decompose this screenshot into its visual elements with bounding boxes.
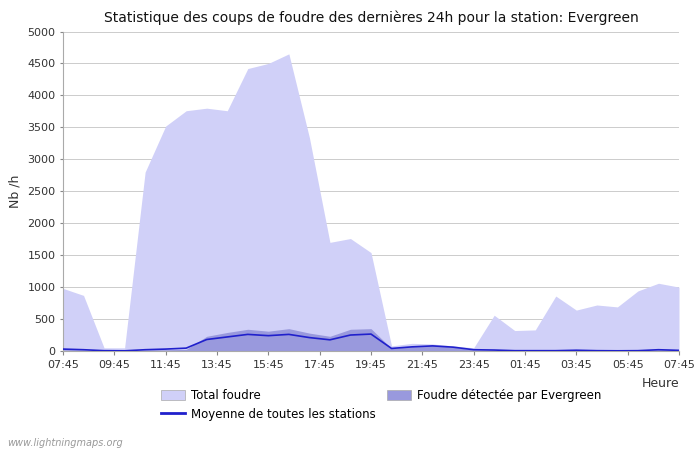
Legend: Total foudre, Moyenne de toutes les stations, Foudre détectée par Evergreen: Total foudre, Moyenne de toutes les stat… bbox=[161, 389, 601, 421]
Y-axis label: Nb /h: Nb /h bbox=[8, 175, 22, 208]
Title: Statistique des coups de foudre des dernières 24h pour la station: Evergreen: Statistique des coups de foudre des dern… bbox=[104, 10, 638, 25]
Text: www.lightningmaps.org: www.lightningmaps.org bbox=[7, 438, 122, 448]
Text: Heure: Heure bbox=[641, 377, 679, 390]
